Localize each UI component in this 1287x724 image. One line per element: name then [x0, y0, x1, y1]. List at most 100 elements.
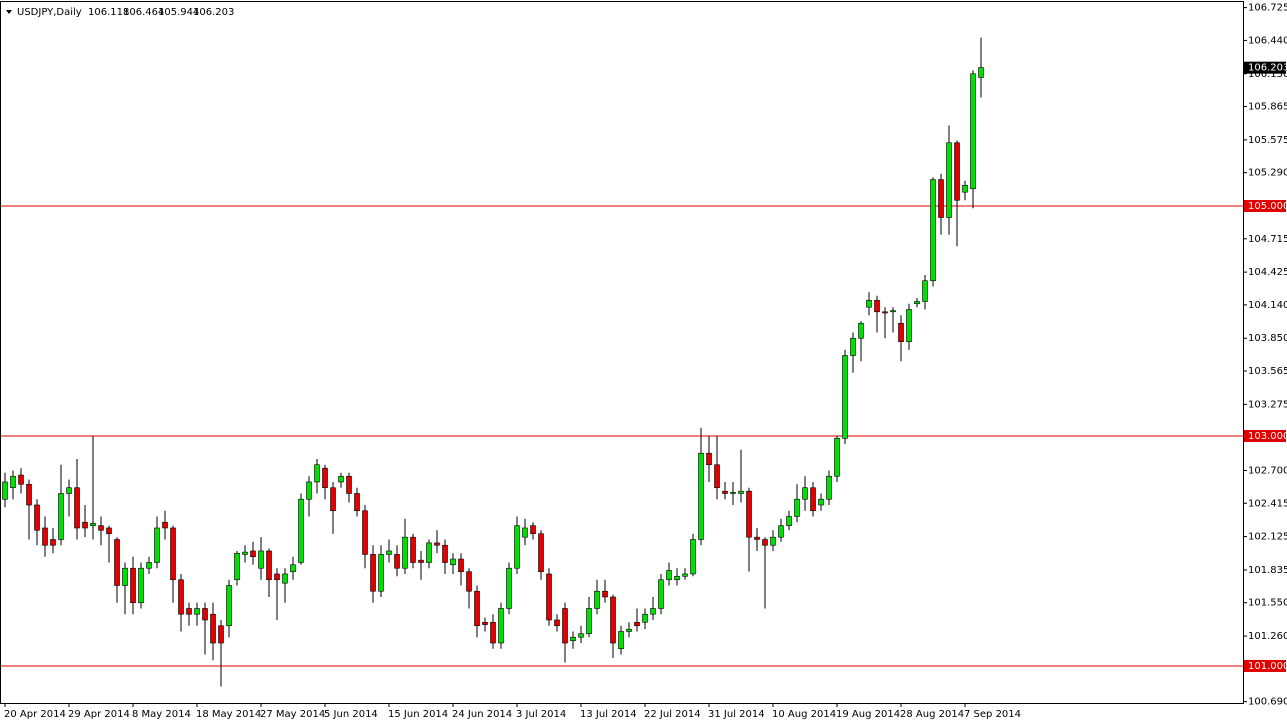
candle-body: [794, 498, 800, 517]
x-tick-label: 24 Jun 2014: [452, 709, 512, 720]
y-tick-label: 106.725: [1248, 3, 1287, 14]
candle-body: [522, 527, 528, 538]
candle-body: [514, 525, 520, 569]
y-tick-label: 103.850: [1248, 333, 1287, 344]
candle-body: [146, 562, 152, 569]
candle-body: [186, 608, 192, 615]
candle-body: [778, 525, 784, 538]
candle-body: [98, 525, 104, 531]
y-tick-label: 101.550: [1248, 598, 1287, 609]
candle-body: [746, 490, 752, 538]
candle-body: [602, 590, 608, 598]
candle-body: [946, 142, 952, 218]
level-label: 105.000: [1248, 201, 1287, 212]
candle-body: [482, 621, 488, 625]
level-label-box: [1244, 199, 1286, 212]
candle-body: [658, 579, 664, 609]
x-tick-label: 7 Sep 2014: [964, 709, 1021, 720]
candle-body: [290, 564, 296, 572]
candle-body: [474, 590, 480, 627]
x-tick-label: 5 Jun 2014: [324, 709, 378, 720]
candle-body: [554, 619, 560, 627]
candle-body: [90, 523, 96, 526]
candle-body: [610, 596, 616, 644]
candle-body: [66, 487, 72, 494]
candle-body: [818, 498, 824, 506]
level-label-box: [1244, 429, 1286, 442]
y-tick-label: 103.275: [1248, 399, 1287, 410]
x-tick-label: 8 May 2014: [132, 709, 191, 720]
candle-body: [594, 590, 600, 609]
candle-body: [858, 322, 864, 339]
candle-body: [82, 521, 88, 529]
x-tick-label: 19 Aug 2014: [836, 709, 900, 720]
menu-arrow[interactable]: [6, 10, 12, 14]
candle-body: [826, 475, 832, 500]
candle-body: [650, 608, 656, 615]
y-tick-label: 106.150: [1248, 69, 1287, 80]
candle-body: [74, 487, 80, 529]
candle-body: [970, 73, 976, 190]
candle-body: [914, 301, 920, 305]
candle-body: [210, 613, 216, 644]
candle-body: [50, 539, 56, 546]
candle-body: [562, 608, 568, 644]
close-value: 106.203: [193, 7, 234, 18]
candle-body: [850, 337, 856, 356]
candle-body: [314, 464, 320, 483]
x-tick-label: 10 Aug 2014: [772, 709, 836, 720]
candle-body: [882, 311, 888, 314]
candle-body: [866, 299, 872, 308]
candle-body: [954, 142, 960, 201]
candle-body: [770, 536, 776, 546]
candle-body: [162, 521, 168, 529]
candle-body: [378, 554, 384, 592]
candle-body: [42, 527, 48, 546]
candle-body: [802, 487, 808, 500]
candle-body: [466, 571, 472, 592]
candle-body: [170, 527, 176, 581]
candle-body: [58, 493, 64, 540]
candle-body: [202, 608, 208, 621]
candle-body: [362, 510, 368, 555]
candle-body: [578, 633, 584, 638]
candle-body: [258, 550, 264, 569]
candle-body: [730, 492, 736, 494]
candle-body: [330, 487, 336, 512]
candle-body: [138, 567, 144, 604]
candle-body: [34, 504, 40, 531]
candle-body: [842, 355, 848, 439]
y-tick-label: 102.125: [1248, 532, 1287, 543]
candle-body: [834, 437, 840, 477]
candle-body: [386, 550, 392, 555]
candle-body: [418, 559, 424, 563]
candle-body: [394, 554, 400, 569]
candle-body: [18, 474, 24, 485]
x-tick-label: 27 May 2014: [260, 709, 325, 720]
candle-body: [810, 487, 816, 512]
y-tick-label: 105.575: [1248, 135, 1287, 146]
candle-body: [282, 573, 288, 584]
candle-body: [402, 536, 408, 569]
candle-body: [530, 525, 536, 535]
candle-body: [442, 544, 448, 563]
symbol: USDJPY,Daily: [17, 7, 82, 18]
candle-body: [114, 539, 120, 586]
candle-body: [226, 585, 232, 627]
candle-body: [194, 608, 200, 615]
candle-body: [354, 493, 360, 512]
candle-body: [250, 550, 256, 558]
candle-body: [634, 621, 640, 627]
x-tick-label: 15 Jun 2014: [388, 709, 448, 720]
candle-body: [450, 558, 456, 566]
candle-body: [506, 567, 512, 609]
candle-body: [786, 516, 792, 526]
x-tick-label: 18 May 2014: [196, 709, 261, 720]
candle-body: [426, 542, 432, 563]
candle-body: [626, 628, 632, 632]
candle-body: [906, 309, 912, 342]
candle-body: [458, 558, 464, 572]
plot-frame: [0, 1, 1244, 704]
candle-body: [722, 490, 728, 494]
